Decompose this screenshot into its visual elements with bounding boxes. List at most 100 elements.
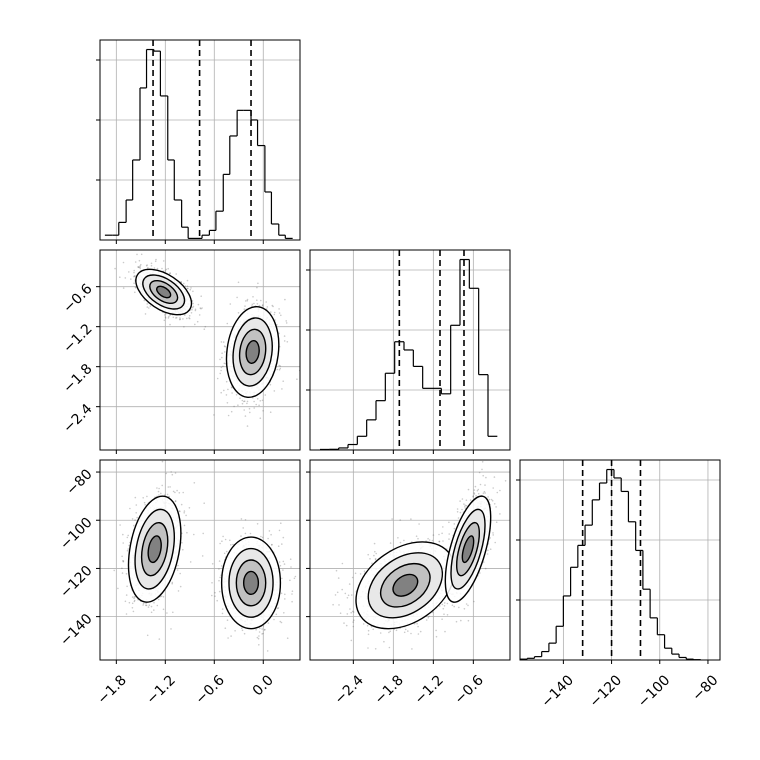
scatter-point xyxy=(223,345,226,347)
scatter-point xyxy=(165,472,168,475)
scatter-point xyxy=(126,536,129,539)
scatter-point xyxy=(282,560,285,563)
scatter-point xyxy=(179,318,181,321)
scatter-point xyxy=(372,628,375,631)
scatter-point xyxy=(142,497,144,499)
scatter-point xyxy=(172,611,174,614)
scatter-point xyxy=(276,368,279,371)
scatter-point xyxy=(431,611,434,614)
scatter-point xyxy=(156,267,159,270)
scatter-point xyxy=(211,594,213,597)
scatter-point xyxy=(191,306,194,309)
x-tick-label: −80 xyxy=(689,672,721,704)
scatter-point xyxy=(273,390,276,392)
scatter-point xyxy=(216,599,218,602)
scatter-point xyxy=(167,486,170,488)
scatter-point xyxy=(134,261,137,263)
scatter-point xyxy=(129,507,131,510)
scatter-point xyxy=(428,615,430,618)
scatter-point xyxy=(146,634,149,637)
scatter-point xyxy=(169,486,171,488)
scatter-point xyxy=(188,317,191,320)
scatter-point xyxy=(443,602,446,604)
y-tick-label: −1.8 xyxy=(60,361,95,396)
scatter-point xyxy=(197,303,200,306)
scatter-point xyxy=(459,511,462,514)
scatter-point xyxy=(404,628,407,631)
scatter-point xyxy=(280,314,282,317)
scatter-point xyxy=(122,261,125,264)
scatter-point xyxy=(264,394,267,396)
scatter-point xyxy=(237,281,240,284)
scatter-point xyxy=(410,518,412,520)
scatter-point xyxy=(244,300,247,302)
scatter-point xyxy=(113,569,115,572)
scatter-point xyxy=(220,341,223,343)
y-tick-label: −80 xyxy=(63,466,95,498)
scatter-point xyxy=(175,316,178,319)
scatter-point xyxy=(192,290,194,293)
x-tick-label: −0.6 xyxy=(193,672,228,707)
scatter-point xyxy=(248,407,251,410)
scatter-point xyxy=(235,394,238,396)
scatter-point xyxy=(246,400,249,403)
scatter-point xyxy=(229,539,231,542)
scatter-point xyxy=(191,308,193,311)
scatter-point xyxy=(253,407,255,409)
scatter-point xyxy=(286,341,289,343)
scatter-point xyxy=(134,287,137,289)
scatter-point xyxy=(162,596,165,598)
scatter-point xyxy=(346,613,349,615)
scatter-point xyxy=(139,265,141,267)
scatter-point xyxy=(277,607,280,609)
scatter-point xyxy=(417,625,419,628)
scatter-point xyxy=(132,610,135,613)
scatter-point xyxy=(255,403,257,406)
scatter-point xyxy=(181,542,183,544)
scatter-point xyxy=(335,569,338,572)
scatter-point xyxy=(146,495,148,498)
density-contour xyxy=(242,570,260,596)
scatter-point xyxy=(122,542,124,544)
scatter-point xyxy=(202,532,204,535)
scatter-point xyxy=(127,534,129,537)
panels-layer: −140 −120 −100 −80−2.4−1.8−1.2−0.6−1.8 −1.2−… xyxy=(57,39,722,711)
scatter-point xyxy=(229,303,232,305)
scatter-point xyxy=(273,311,276,314)
scatter-point xyxy=(211,563,214,565)
scatter-point xyxy=(367,647,369,649)
scatter-point xyxy=(252,296,254,298)
scatter-point xyxy=(451,604,454,606)
scatter-point xyxy=(272,305,274,308)
scatter-point xyxy=(138,266,140,269)
scatter-point xyxy=(186,531,188,534)
scatter-point xyxy=(222,365,224,368)
scatter-point xyxy=(259,400,262,402)
scatter-point xyxy=(278,529,281,532)
scatter-point xyxy=(218,579,220,582)
scatter-point xyxy=(119,247,121,249)
scatter-point xyxy=(383,640,385,643)
scatter-point xyxy=(230,544,232,546)
scatter-point xyxy=(122,560,124,562)
scatter-point xyxy=(230,386,233,388)
scatter-point xyxy=(271,304,274,307)
scatter-point xyxy=(416,622,418,625)
scatter-point xyxy=(427,616,430,619)
scatter-point xyxy=(350,594,353,596)
scatter-point xyxy=(165,268,168,271)
scatter-point xyxy=(244,415,247,417)
scatter-point xyxy=(134,275,136,277)
scatter-point xyxy=(145,264,148,267)
scatter-point xyxy=(446,602,449,605)
scatter-point xyxy=(354,572,357,575)
scatter-point xyxy=(259,627,261,629)
scatter-point xyxy=(403,539,405,542)
scatter-point xyxy=(362,623,365,625)
scatter-point xyxy=(435,635,438,638)
scatter-point xyxy=(286,637,289,639)
scatter-point xyxy=(133,282,135,285)
scatter-point xyxy=(188,507,191,509)
scatter-point xyxy=(171,582,173,585)
scatter-point xyxy=(121,555,123,558)
